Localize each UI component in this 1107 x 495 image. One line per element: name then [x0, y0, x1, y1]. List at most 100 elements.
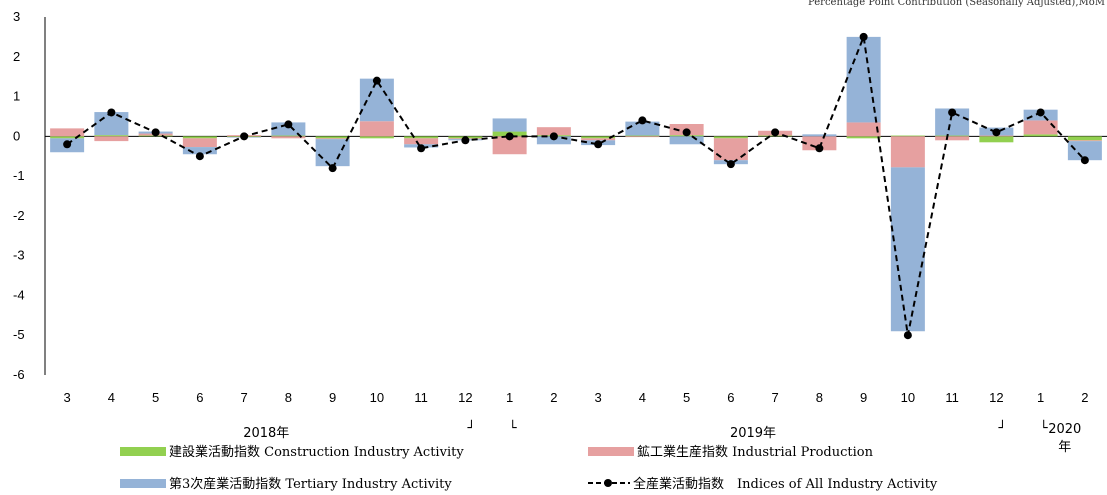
bar	[1067, 140, 1102, 142]
bar	[271, 136, 306, 139]
y-tick-label: -6	[13, 367, 25, 382]
legend-swatch	[120, 447, 166, 456]
y-tick-label: -1	[13, 168, 25, 183]
legend-swatch	[120, 479, 166, 488]
bar	[935, 135, 970, 137]
legend-label: 鉱工業生産指数 Industrial Production	[637, 444, 874, 460]
y-axis: 3 2 1 0 -1 -2 -3 -4 -5 -6	[13, 9, 46, 382]
bar	[669, 136, 704, 145]
x-tick-label: 3	[64, 390, 71, 405]
bar	[50, 128, 85, 137]
bar	[846, 36, 881, 123]
line-point	[903, 331, 912, 340]
legend: 建設業活動指数 Construction Industry Activity 鉱工…	[120, 444, 938, 492]
bar	[1067, 141, 1102, 161]
bar	[492, 136, 527, 155]
line-point	[505, 132, 514, 141]
bar	[713, 136, 748, 139]
x-tick-label: 6	[727, 390, 734, 405]
legend-label: 第3次産業活動指数 Tertiary Industry Activity	[169, 476, 452, 492]
x-tick-label: 12	[458, 390, 472, 405]
x-tick-label: 8	[285, 390, 292, 405]
x-tick-label: 11	[945, 390, 959, 405]
bar	[625, 135, 660, 137]
x-tick-label: 4	[108, 390, 115, 405]
bar	[802, 136, 837, 151]
bar	[1067, 136, 1102, 141]
chart-note: Percentage Point Contribution (Seasonall…	[808, 0, 1105, 8]
bar	[271, 122, 306, 136]
bar	[625, 121, 660, 136]
x-tick-label: 2	[1081, 390, 1088, 405]
x-tick-label: 1	[1037, 390, 1044, 405]
x-tick-label: 12	[989, 390, 1003, 405]
legend-swatch	[588, 447, 634, 456]
x-tick-label: 3	[595, 390, 602, 405]
all-industry-line	[66, 33, 1086, 336]
bar	[404, 138, 439, 145]
y-tick-label: -2	[13, 208, 25, 223]
year-start-bracket: └	[1040, 419, 1048, 436]
line-point	[549, 132, 558, 141]
bar	[359, 78, 394, 122]
line-series-group	[63, 32, 1089, 340]
y-tick-label: -4	[13, 287, 25, 302]
year-group-label-line: 年	[1058, 440, 1071, 455]
bar	[581, 136, 616, 139]
line-point	[328, 164, 337, 173]
y-tick-label: 3	[13, 9, 20, 24]
line-point	[240, 132, 249, 141]
line-point	[859, 32, 868, 41]
line-point	[1080, 156, 1089, 165]
line-point	[638, 116, 647, 125]
x-tick-label: 11	[414, 390, 428, 405]
year-group-label: 2020 年	[1048, 422, 1081, 455]
bar-series-group	[50, 36, 1102, 332]
year-start-bracket: └	[509, 419, 517, 436]
line-point	[594, 140, 603, 149]
line-point	[284, 120, 293, 129]
year-group-label-line: 2020	[1048, 422, 1081, 437]
bar	[1023, 134, 1058, 137]
bar	[625, 136, 660, 138]
bar	[182, 136, 217, 139]
bar	[890, 136, 925, 168]
line-point	[726, 160, 735, 169]
line-point	[815, 144, 824, 153]
bar	[492, 118, 527, 132]
line-point	[771, 128, 780, 137]
y-tick-label: 2	[13, 49, 20, 64]
y-tick-label: 1	[13, 89, 20, 104]
legend-label: 全産業活動指数 Indices of All Industry Activity	[633, 476, 938, 492]
bar	[315, 139, 350, 167]
x-tick-label: 1	[506, 390, 513, 405]
bar	[404, 136, 439, 139]
line-point	[1036, 108, 1045, 117]
line-point	[107, 108, 116, 117]
legend-label: 建設業活動指数 Construction Industry Activity	[169, 444, 464, 460]
year-end-bracket: ┘	[997, 419, 1006, 436]
y-tick-label: -5	[13, 327, 25, 342]
bar	[979, 136, 1014, 143]
bar	[890, 135, 925, 137]
x-tick-label: 8	[816, 390, 823, 405]
line-point	[948, 108, 957, 117]
bar	[802, 134, 837, 137]
x-tick-label: 10	[370, 390, 384, 405]
bar	[182, 147, 217, 155]
legend-marker	[604, 479, 612, 487]
bar	[935, 136, 970, 141]
year-end-bracket: ┘	[466, 419, 475, 436]
line-point	[417, 144, 426, 153]
x-tick-label: 9	[329, 390, 336, 405]
x-tick-label: 7	[772, 390, 779, 405]
year-group-label: 2018年	[243, 426, 289, 441]
x-tick-label: 5	[152, 390, 159, 405]
x-tick-label: 2	[550, 390, 557, 405]
x-tick-label: 9	[860, 390, 867, 405]
bar	[890, 167, 925, 332]
bar	[846, 136, 881, 139]
x-tick-label: 6	[196, 390, 203, 405]
line-point	[372, 76, 381, 85]
